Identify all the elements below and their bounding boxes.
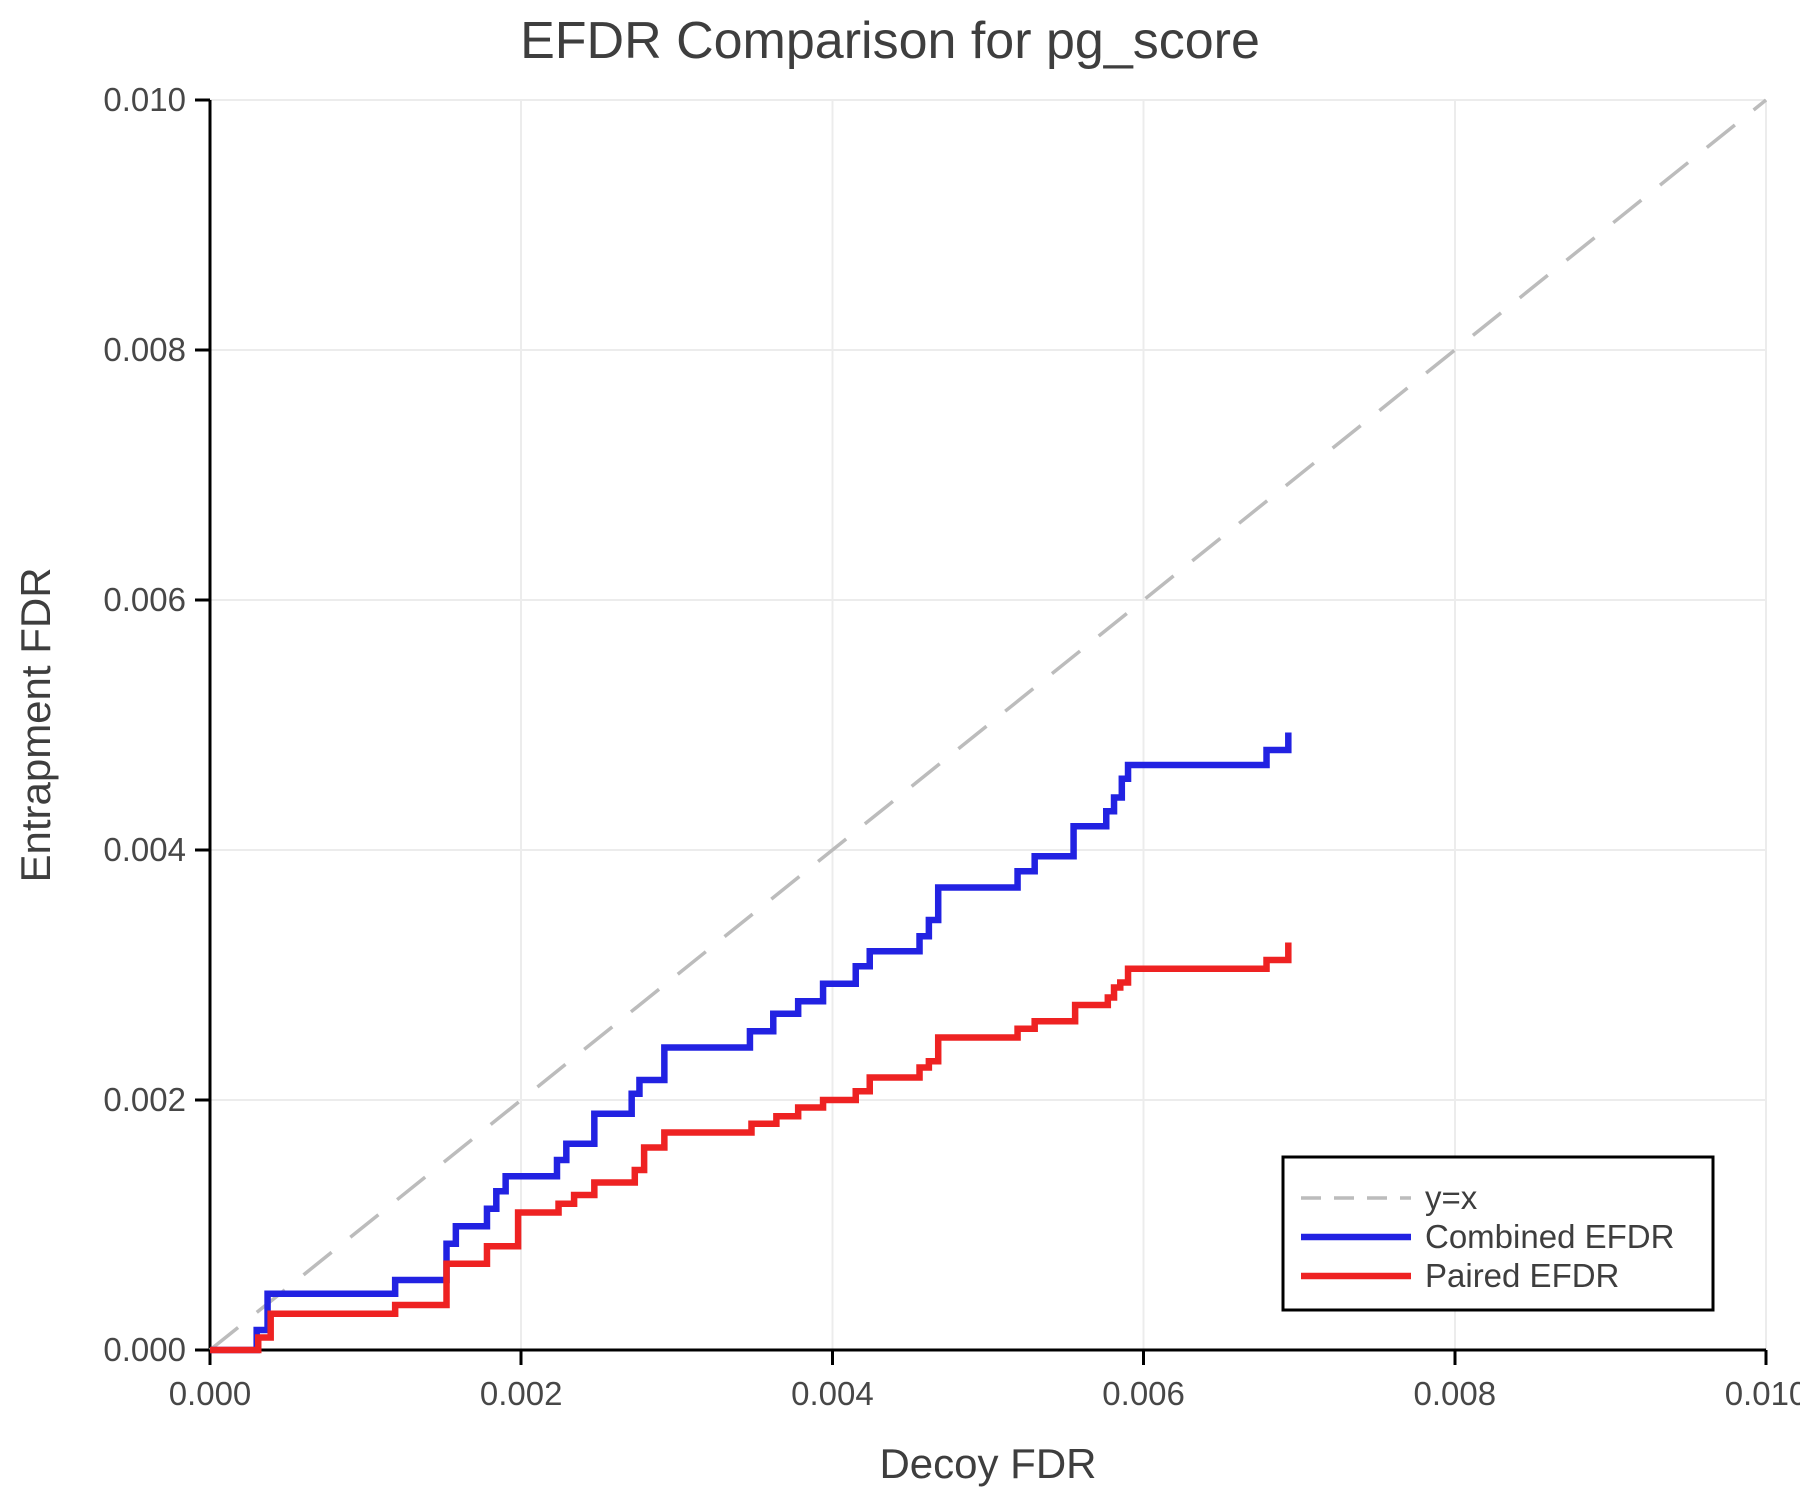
x-tick-label: 0.002 — [480, 1375, 563, 1412]
paired-efdr-line — [210, 942, 1292, 1354]
y-tick-label: 0.006 — [103, 581, 186, 618]
y-tick-label: 0.010 — [103, 81, 186, 118]
gridlines — [210, 99, 1767, 1350]
legend-label: Paired EFDR — [1425, 1257, 1619, 1294]
axes — [195, 98, 1768, 1365]
x-tick-label: 0.006 — [1102, 1375, 1185, 1412]
y-tick-label: 0.004 — [103, 831, 186, 868]
x-tick-label: 0.000 — [169, 1375, 252, 1412]
x-tick-label: 0.010 — [1725, 1375, 1800, 1412]
y-axis-label: Entrapment FDR — [12, 567, 59, 882]
legend-item: Paired EFDR — [1301, 1257, 1619, 1294]
legend-label: Combined EFDR — [1425, 1218, 1674, 1255]
combined-efdr-line — [210, 732, 1292, 1354]
x-tick-label: 0.008 — [1414, 1375, 1497, 1412]
series-lines — [208, 98, 1768, 1354]
legend-item: y=x — [1301, 1179, 1478, 1216]
legend-item: Combined EFDR — [1301, 1218, 1674, 1255]
legend-label: y=x — [1425, 1179, 1478, 1216]
y-tick-label: 0.002 — [103, 1081, 186, 1118]
y-tick-label: 0.008 — [103, 331, 186, 368]
y-tick-label: 0.000 — [103, 1331, 186, 1368]
legend-box — [1281, 1155, 1715, 1312]
y-x-line — [208, 98, 1768, 1352]
x-tick-label: 0.004 — [791, 1375, 874, 1412]
tick-labels: 0.000 0.002 0.004 0.006 0.008 0.010 0.000 0.002… — [103, 81, 1800, 1412]
chart-title: EFDR Comparison for pg_score — [520, 12, 1260, 70]
x-axis-label: Decoy FDR — [879, 1440, 1096, 1487]
